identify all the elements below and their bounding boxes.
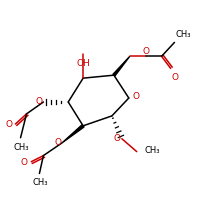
- Text: O: O: [35, 97, 42, 106]
- Text: O: O: [5, 120, 12, 129]
- Text: O: O: [132, 92, 139, 101]
- Text: O: O: [114, 134, 121, 143]
- Text: CH₃: CH₃: [145, 146, 160, 155]
- Text: OH: OH: [76, 59, 90, 68]
- Text: O: O: [54, 138, 61, 147]
- Polygon shape: [62, 125, 84, 143]
- Text: CH₃: CH₃: [14, 143, 29, 152]
- Text: O: O: [142, 47, 149, 56]
- Text: O: O: [172, 73, 179, 82]
- Polygon shape: [113, 56, 130, 76]
- Text: CH₃: CH₃: [33, 178, 48, 187]
- Text: O: O: [21, 158, 28, 167]
- Text: CH₃: CH₃: [175, 30, 191, 39]
